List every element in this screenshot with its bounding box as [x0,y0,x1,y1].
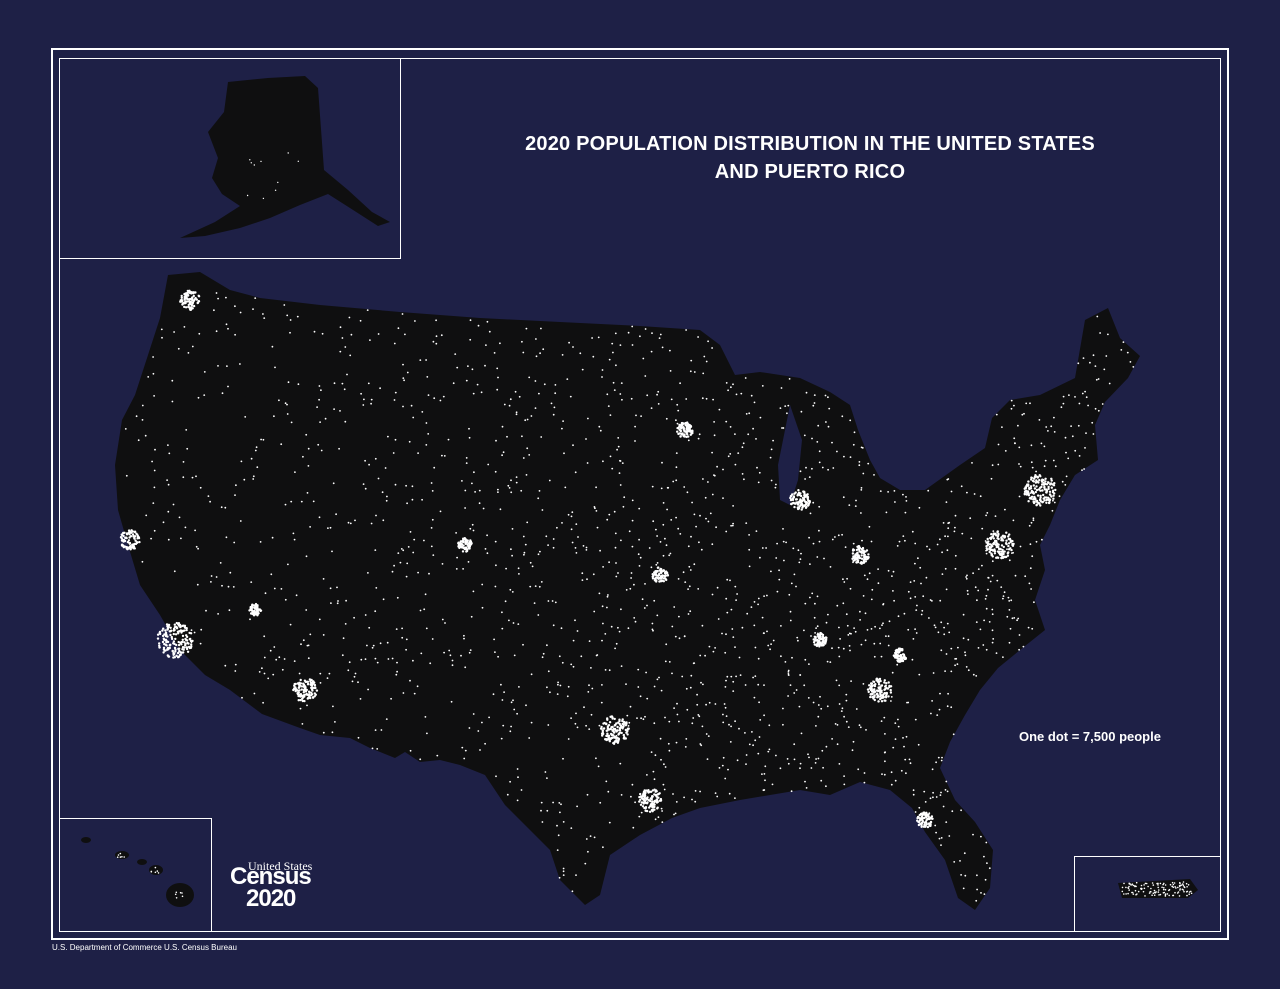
hawaii-inset-frame [59,818,212,932]
alaska-inset-frame [59,58,401,259]
population-dots [116,152,1193,902]
logo-year-text: 2020 [246,885,296,912]
map-title-line-2: AND PUERTO RICO [714,161,906,183]
census-2020-logo: United States Census 2020 [228,860,324,912]
contiguous-us-landmass [115,272,1140,910]
map-title-line-1: 2020 POPULATION DISTRIBUTION IN THE UNIT… [525,133,1095,155]
logo-united-states-text: United States [248,859,313,873]
puerto-rico-inset-frame [1074,856,1221,932]
alaska-landmass [180,76,390,238]
hawaii-islands [81,837,194,907]
map-title: 2020 POPULATION DISTRIBUTION IN THE UNIT… [450,130,1170,186]
map-inner-frame [59,58,1221,932]
logo-census-text: Census [230,863,312,890]
footer-credit: U.S. Department of Commerce U.S. Census … [52,943,237,952]
lake-michigan [778,405,802,505]
map-legend: One dot = 7,500 people [1019,729,1161,744]
map-outer-frame [51,48,1229,940]
